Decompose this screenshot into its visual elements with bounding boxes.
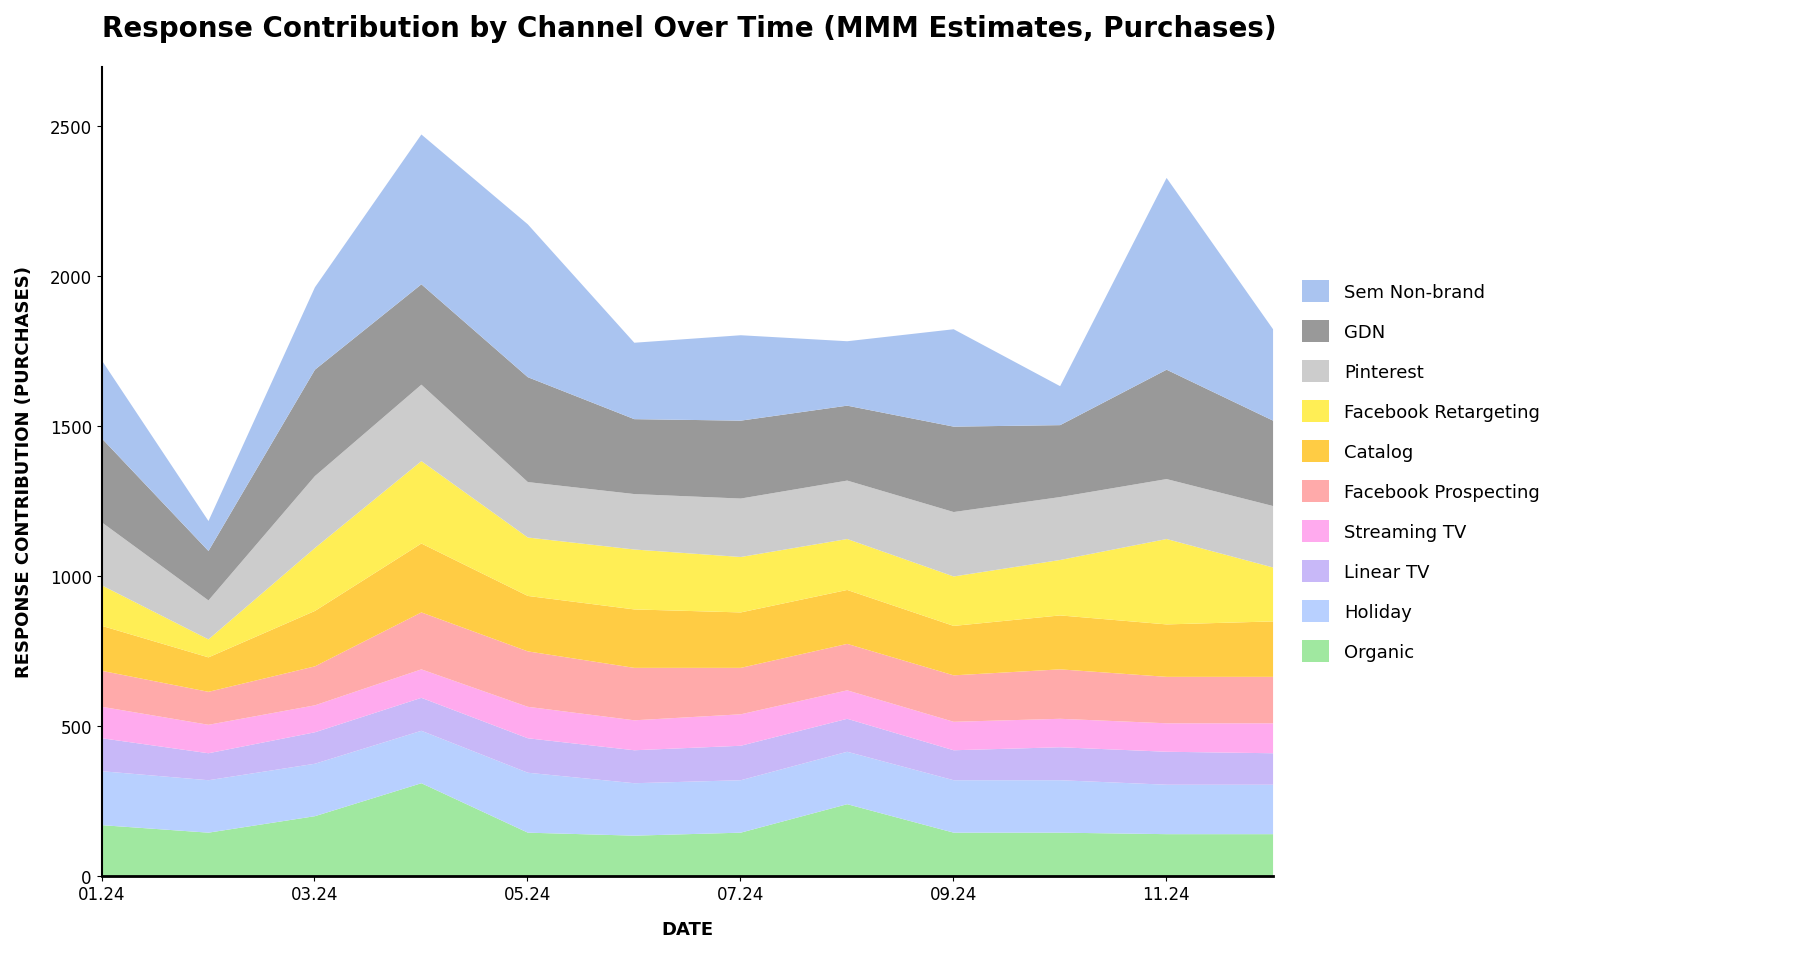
Legend: Sem Non-brand, GDN, Pinterest, Facebook Retargeting, Catalog, Facebook Prospecti: Sem Non-brand, GDN, Pinterest, Facebook … <box>1294 272 1548 672</box>
Y-axis label: RESPONSE CONTRIBUTION (PURCHASES): RESPONSE CONTRIBUTION (PURCHASES) <box>14 266 32 678</box>
Text: Response Contribution by Channel Over Time (MMM Estimates, Purchases): Response Contribution by Channel Over Ti… <box>101 15 1276 43</box>
X-axis label: DATE: DATE <box>661 920 713 938</box>
